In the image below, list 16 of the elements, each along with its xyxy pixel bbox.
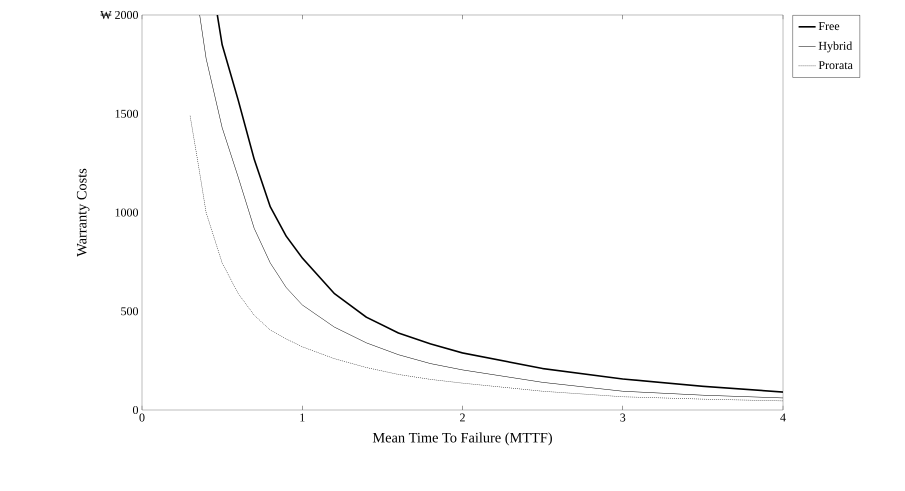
y-tick-label: 500 — [121, 307, 138, 316]
y-tick-label: 1000 — [116, 208, 138, 217]
line-series — [190, 115, 784, 402]
y-axis-title: Warranty Costs — [76, 168, 90, 257]
x-axis-title: Mean Time To Failure (MTTF) — [372, 432, 552, 446]
legend-label: Prorata — [818, 61, 853, 70]
y-tick-label: ₩ 2000 — [100, 10, 138, 20]
x-tick-label: 4 — [780, 414, 786, 422]
x-tick-label: 0 — [139, 414, 145, 422]
legend-label: Free — [818, 22, 840, 30]
x-tick-label: 2 — [460, 414, 465, 422]
x-tick-label: 3 — [620, 414, 626, 422]
legend-label: Hybrid — [818, 41, 852, 52]
y-tick-label: 0 — [132, 406, 138, 414]
x-tick-label: 1 — [300, 414, 305, 422]
y-tick-label: 1500 — [116, 110, 138, 118]
